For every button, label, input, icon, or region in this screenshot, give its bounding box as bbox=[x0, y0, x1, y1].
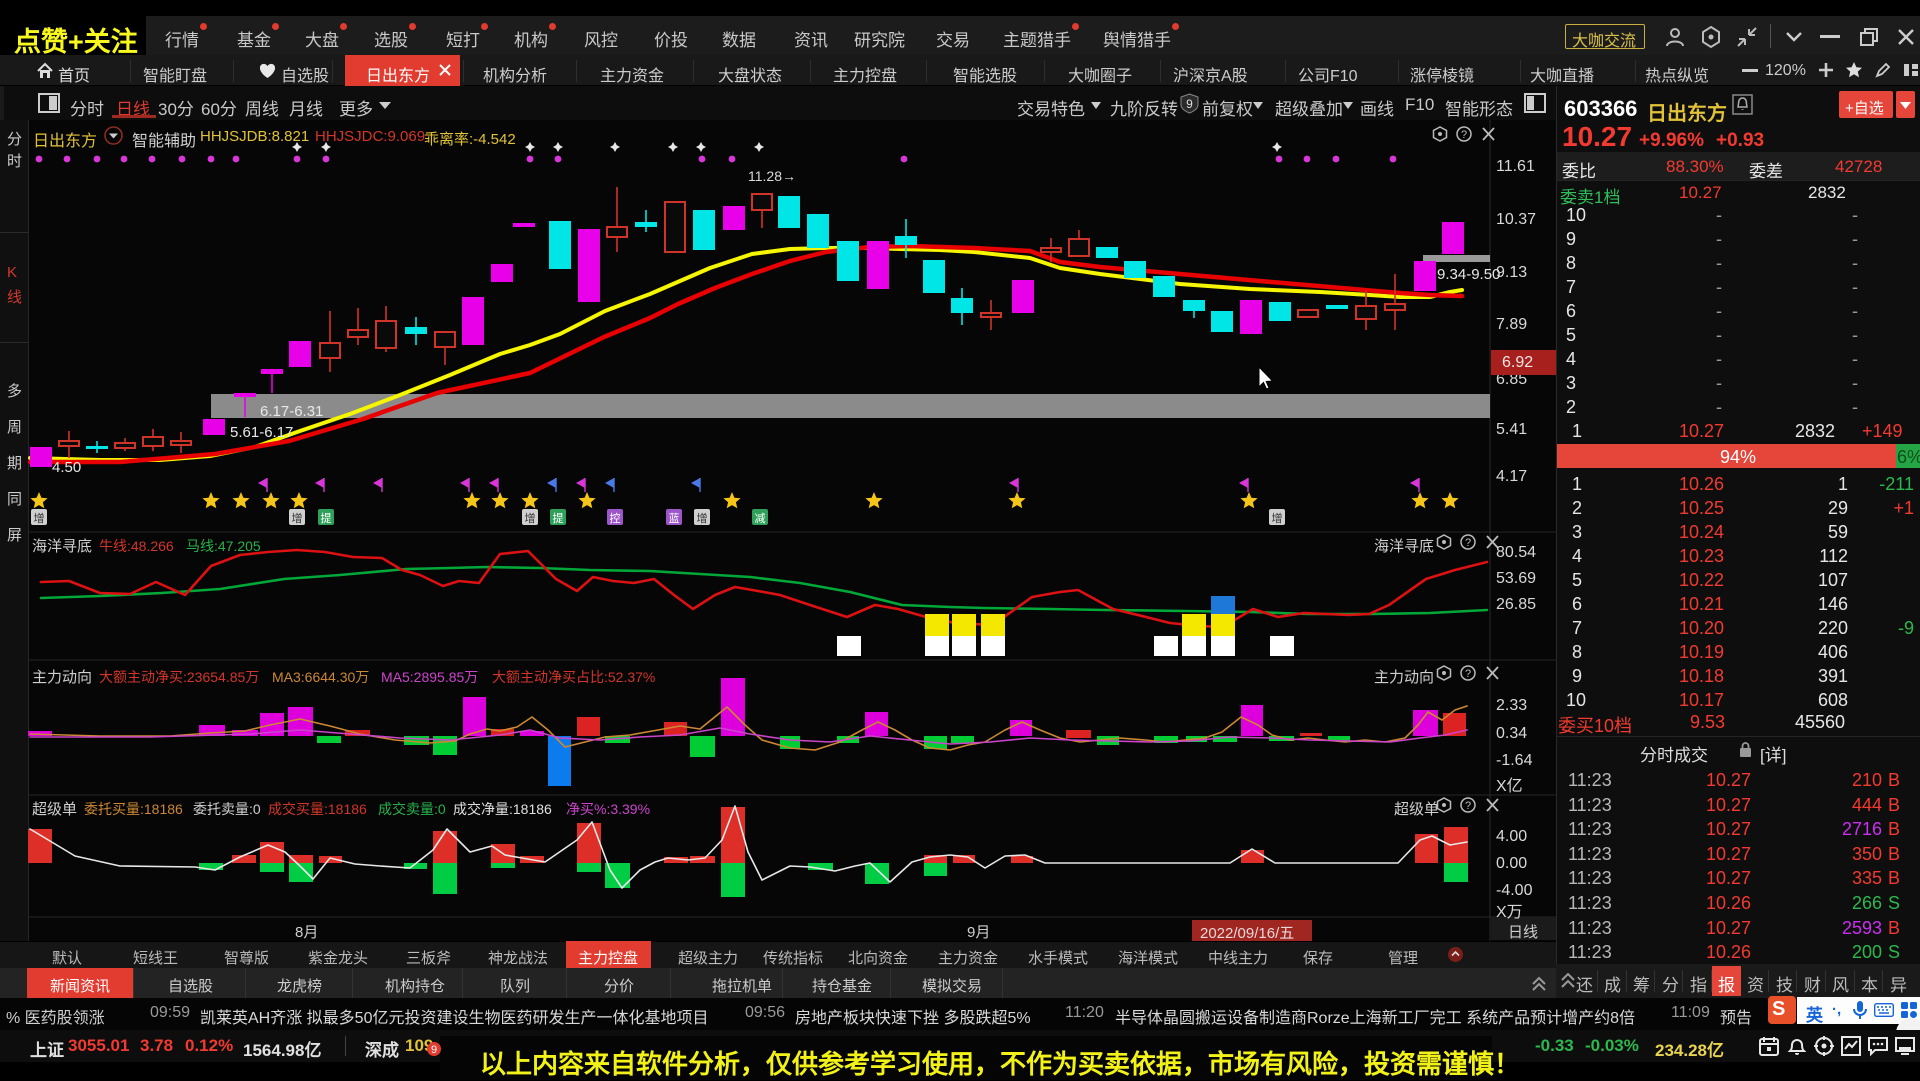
svg-text:?: ? bbox=[1465, 800, 1471, 812]
svg-text:增: 增 bbox=[292, 511, 303, 525]
svg-text:?: ? bbox=[1465, 537, 1471, 549]
svg-text:?: ? bbox=[1465, 668, 1471, 680]
svg-text:提: 提 bbox=[553, 512, 564, 525]
svg-text:提: 提 bbox=[321, 512, 332, 525]
svg-text:增: 增 bbox=[697, 511, 708, 525]
svg-text:?: ? bbox=[1461, 129, 1467, 141]
svg-text:增: 增 bbox=[525, 511, 536, 525]
svg-text:增: 增 bbox=[1272, 511, 1283, 525]
svg-text:9: 9 bbox=[1186, 97, 1193, 111]
svg-text:增: 增 bbox=[34, 511, 45, 525]
svg-text:蓝: 蓝 bbox=[669, 512, 680, 525]
svg-text:减: 减 bbox=[755, 512, 766, 525]
svg-text:控: 控 bbox=[610, 511, 621, 525]
